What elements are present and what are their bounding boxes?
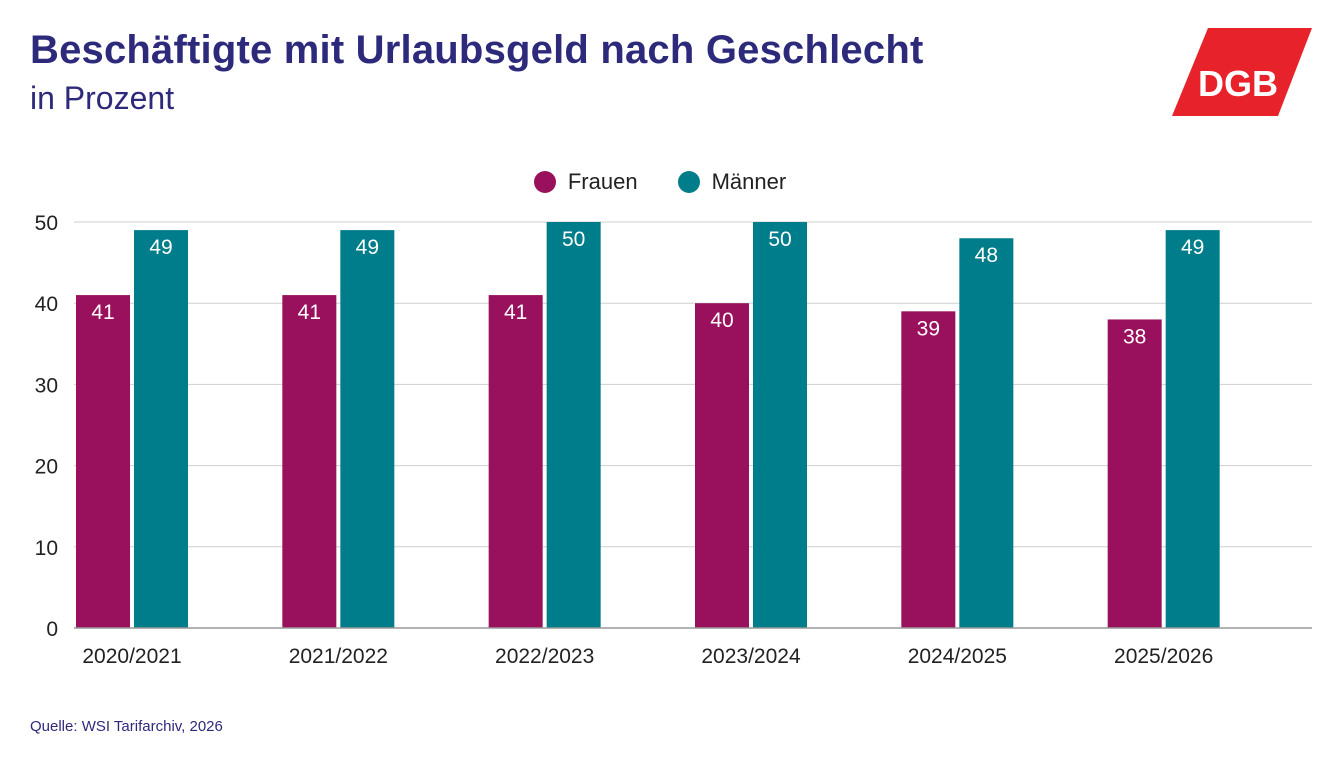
y-tick-label: 10 — [35, 537, 58, 560]
dgb-logo-text: DGB — [1198, 63, 1278, 104]
chart-title: Beschäftigte mit Urlaubsgeld nach Geschl… — [30, 28, 924, 72]
bar — [76, 295, 130, 628]
data-label: 49 — [356, 236, 379, 259]
x-tick-label: 2024/2025 — [908, 645, 1007, 668]
data-label: 39 — [917, 317, 940, 340]
data-label: 41 — [298, 301, 321, 324]
bar — [1107, 319, 1162, 628]
legend-label-maenner: Männer — [711, 169, 787, 194]
data-label: 40 — [710, 309, 733, 332]
source-note: Quelle: WSI Tarifarchiv, 2026 — [30, 718, 223, 735]
legend-item-maenner: Männer — [677, 169, 787, 195]
bar — [282, 295, 337, 628]
dgb-logo: DGB — [1172, 28, 1312, 116]
y-tick-label: 40 — [35, 293, 58, 316]
bar — [546, 222, 601, 628]
legend-swatch-frauen — [533, 171, 556, 193]
y-tick-label: 30 — [35, 374, 58, 397]
bar — [488, 295, 543, 628]
x-tick-label: 2020/2021 — [82, 645, 181, 668]
legend-swatch-maenner — [677, 171, 700, 193]
y-tick-label: 0 — [46, 618, 58, 641]
x-tick-label: 2022/2023 — [495, 645, 594, 668]
bar — [695, 303, 749, 628]
chart-subtitle: in Prozent — [30, 80, 175, 116]
data-label: 50 — [768, 228, 791, 251]
bar — [340, 230, 395, 628]
bar — [134, 230, 188, 628]
legend-label-frauen: Frauen — [567, 169, 638, 194]
data-label: 49 — [149, 236, 172, 259]
data-label: 50 — [562, 228, 585, 251]
bar — [901, 311, 956, 628]
bar — [959, 238, 1014, 629]
data-label: 49 — [1181, 236, 1204, 259]
bar — [1165, 230, 1220, 628]
data-label: 48 — [975, 244, 998, 267]
data-label: 41 — [504, 301, 527, 324]
x-tick-label: 2023/2024 — [701, 645, 801, 668]
chart-legend: Frauen Männer — [0, 164, 1330, 200]
bar — [753, 222, 807, 628]
data-label: 41 — [91, 301, 114, 324]
dgb-logo-shape — [1172, 28, 1312, 116]
y-tick-label: 20 — [35, 456, 58, 479]
x-tick-label: 2021/2022 — [289, 645, 388, 668]
x-tick-label: 2025/2026 — [1114, 645, 1213, 668]
data-label: 38 — [1123, 325, 1146, 348]
y-tick-label: 50 — [35, 212, 58, 235]
legend-item-frauen: Frauen — [533, 169, 638, 195]
